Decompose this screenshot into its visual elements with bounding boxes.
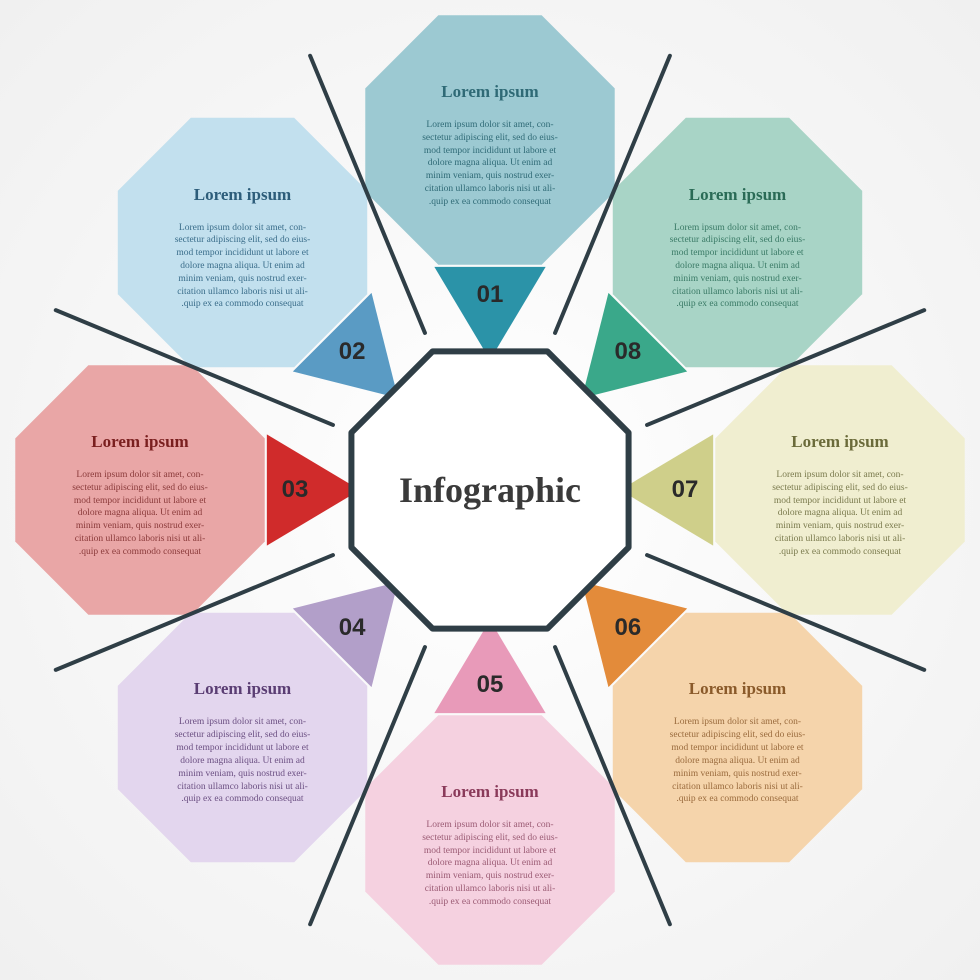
card-title-06: Lorem ipsum	[689, 679, 786, 699]
number-03: 03	[282, 476, 309, 504]
connector-05	[434, 620, 545, 713]
card-title-04: Lorem ipsum	[194, 679, 291, 699]
card-title-08: Lorem ipsum	[689, 185, 786, 205]
card-body-03: Lorem ipsum dolor sit amet, con-sectetur…	[40, 469, 240, 559]
number-01: 01	[477, 281, 504, 309]
number-05: 05	[477, 671, 504, 699]
card-body-08: Lorem ipsum dolor sit amet, con-sectetur…	[637, 222, 837, 312]
card-body-01: Lorem ipsum dolor sit amet, con-sectetur…	[390, 119, 590, 209]
connector-07	[620, 434, 713, 545]
card-title-01: Lorem ipsum	[441, 82, 538, 102]
number-02: 02	[339, 338, 366, 366]
card-body-02: Lorem ipsum dolor sit amet, con-sectetur…	[143, 222, 343, 312]
number-08: 08	[615, 338, 642, 366]
card-title-03: Lorem ipsum	[91, 432, 188, 452]
number-04: 04	[339, 614, 366, 642]
card-title-07: Lorem ipsum	[791, 432, 888, 452]
card-body-07: Lorem ipsum dolor sit amet, con-sectetur…	[740, 469, 940, 559]
center-title: Infographic	[399, 469, 581, 511]
card-body-06: Lorem ipsum dolor sit amet, con-sectetur…	[637, 717, 837, 807]
card-title-02: Lorem ipsum	[194, 185, 291, 205]
card-body-05: Lorem ipsum dolor sit amet, con-sectetur…	[390, 819, 590, 909]
number-06: 06	[615, 614, 642, 642]
card-title-05: Lorem ipsum	[441, 782, 538, 802]
card-body-04: Lorem ipsum dolor sit amet, con-sectetur…	[143, 717, 343, 807]
number-07: 07	[672, 476, 699, 504]
